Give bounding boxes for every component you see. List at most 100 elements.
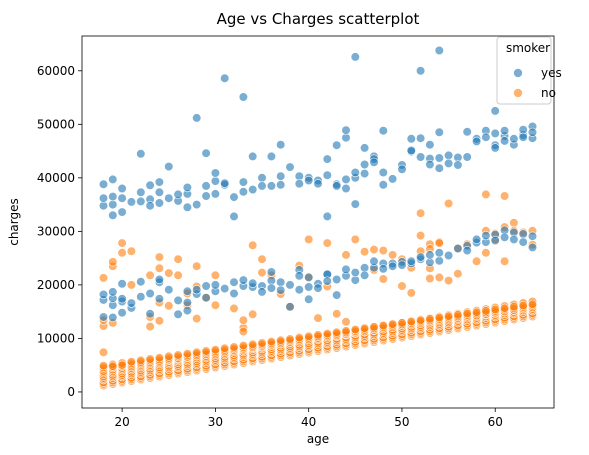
point-yes bbox=[98, 312, 109, 322]
point-yes bbox=[350, 199, 360, 209]
point-no bbox=[173, 254, 183, 264]
chart-title: Age vs Charges scatterplot bbox=[217, 10, 420, 28]
point-yes bbox=[518, 132, 528, 142]
point-no bbox=[145, 322, 155, 332]
point-yes bbox=[378, 180, 388, 190]
point-no bbox=[145, 354, 155, 364]
point-yes bbox=[462, 152, 472, 162]
point-yes bbox=[472, 234, 482, 244]
point-yes bbox=[220, 73, 230, 83]
x-axis-label: age bbox=[307, 432, 329, 446]
point-no bbox=[406, 317, 416, 327]
point-yes bbox=[136, 277, 146, 287]
legend-marker-yes bbox=[513, 68, 523, 78]
y-tick-label: 20000 bbox=[37, 278, 75, 292]
point-yes bbox=[332, 274, 342, 285]
point-no bbox=[313, 313, 323, 323]
point-yes bbox=[350, 167, 360, 178]
point-yes bbox=[322, 211, 332, 221]
point-yes bbox=[434, 256, 444, 266]
point-no bbox=[509, 302, 519, 312]
point-yes bbox=[444, 150, 454, 160]
point-yes bbox=[229, 211, 239, 221]
point-no bbox=[378, 274, 388, 284]
point-yes bbox=[500, 136, 510, 146]
point-yes bbox=[509, 234, 519, 244]
point-yes bbox=[145, 309, 155, 319]
point-yes bbox=[304, 272, 314, 283]
point-yes bbox=[341, 264, 351, 275]
points-layer bbox=[98, 45, 538, 391]
point-yes bbox=[108, 174, 118, 184]
point-yes bbox=[518, 229, 528, 239]
point-yes bbox=[182, 298, 192, 308]
point-yes bbox=[229, 288, 239, 299]
point-yes bbox=[332, 290, 342, 300]
point-yes bbox=[406, 134, 416, 144]
point-no bbox=[210, 300, 220, 310]
point-yes bbox=[406, 256, 416, 266]
point-no bbox=[313, 330, 323, 340]
point-no bbox=[416, 208, 426, 218]
point-yes bbox=[201, 148, 211, 158]
point-yes bbox=[304, 282, 314, 292]
y-tick-label: 50000 bbox=[37, 117, 75, 131]
y-tick-label: 40000 bbox=[37, 171, 75, 185]
point-yes bbox=[434, 127, 444, 137]
point-yes bbox=[322, 170, 332, 180]
point-yes bbox=[378, 126, 388, 136]
point-no bbox=[248, 339, 258, 349]
point-yes bbox=[369, 157, 379, 167]
point-yes bbox=[322, 154, 332, 164]
point-yes bbox=[266, 267, 277, 277]
point-no bbox=[425, 314, 435, 324]
point-yes bbox=[108, 192, 118, 202]
point-yes bbox=[266, 151, 277, 161]
point-no bbox=[192, 314, 202, 324]
point-yes bbox=[173, 309, 183, 319]
point-yes bbox=[126, 298, 136, 308]
point-yes bbox=[350, 268, 360, 278]
point-yes bbox=[425, 159, 435, 170]
point-yes bbox=[238, 275, 248, 285]
point-yes bbox=[238, 92, 248, 102]
point-no bbox=[500, 191, 510, 201]
legend-box bbox=[496, 36, 552, 105]
point-yes bbox=[257, 181, 267, 191]
point-yes bbox=[509, 134, 519, 144]
point-yes bbox=[117, 183, 127, 194]
point-yes bbox=[276, 277, 286, 287]
point-yes bbox=[276, 180, 286, 190]
point-no bbox=[490, 304, 500, 315]
point-yes bbox=[164, 162, 174, 172]
point-yes bbox=[341, 174, 351, 184]
point-yes bbox=[500, 126, 510, 136]
x-tick-label: 50 bbox=[394, 415, 409, 429]
point-no bbox=[481, 189, 491, 199]
point-yes bbox=[229, 277, 239, 287]
point-yes bbox=[257, 173, 267, 183]
point-yes bbox=[453, 243, 463, 254]
x-tick-label: 20 bbox=[114, 415, 129, 429]
point-yes bbox=[397, 260, 407, 270]
point-no bbox=[481, 306, 491, 316]
point-no bbox=[388, 250, 398, 260]
point-yes bbox=[322, 276, 332, 286]
point-no bbox=[416, 231, 426, 241]
point-no bbox=[173, 350, 183, 360]
point-no bbox=[164, 301, 174, 311]
point-yes bbox=[182, 286, 192, 296]
point-no bbox=[126, 357, 136, 367]
point-yes bbox=[434, 153, 444, 163]
axes-layer bbox=[81, 35, 555, 409]
point-yes bbox=[462, 127, 472, 137]
point-no bbox=[444, 276, 454, 286]
point-yes bbox=[332, 140, 342, 150]
point-no bbox=[285, 334, 295, 344]
point-no bbox=[164, 351, 174, 361]
point-no bbox=[154, 263, 164, 273]
point-yes bbox=[425, 250, 435, 260]
point-no bbox=[238, 341, 248, 351]
point-yes bbox=[490, 128, 500, 138]
point-yes bbox=[360, 270, 370, 280]
